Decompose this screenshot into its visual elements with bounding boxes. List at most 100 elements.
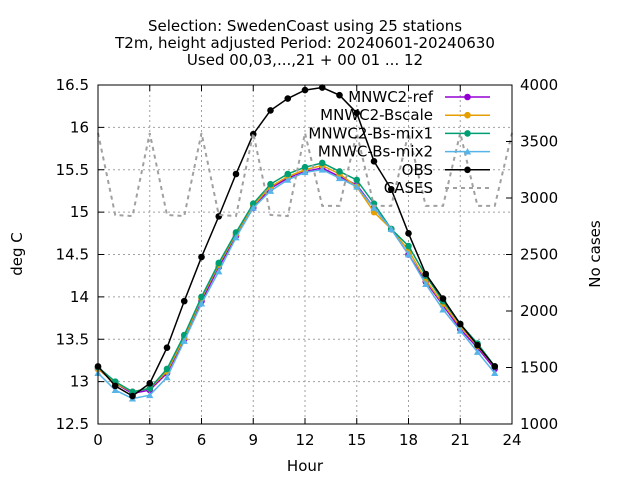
y-axis-label: deg C bbox=[8, 232, 26, 276]
data-point bbox=[473, 348, 482, 355]
legend-marker bbox=[464, 93, 471, 101]
y-tick-label: 13 bbox=[70, 373, 89, 391]
data-point bbox=[198, 253, 205, 261]
y2-tick-label: 3000 bbox=[520, 189, 558, 207]
series-line bbox=[97, 168, 496, 400]
data-point bbox=[249, 204, 257, 211]
data-point bbox=[456, 327, 464, 334]
series-obs bbox=[94, 84, 499, 400]
data-point bbox=[163, 344, 171, 352]
legend-label: CASES bbox=[384, 179, 433, 197]
legend-item: MNWC2-Bscale bbox=[320, 106, 490, 124]
legend-item: OBS bbox=[402, 161, 490, 179]
series-line bbox=[97, 164, 496, 393]
data-point bbox=[197, 300, 206, 307]
axis-ticks: 0 3 6 9 12 15 18 21 24 12.5 13 13.5 14 14.5 15 15.5 16 16… bbox=[56, 76, 559, 449]
data-point bbox=[215, 213, 223, 220]
data-point bbox=[491, 369, 499, 377]
data-point bbox=[146, 385, 154, 392]
data-point bbox=[318, 166, 326, 173]
y-tick-label: 14.5 bbox=[56, 246, 89, 264]
data-point bbox=[284, 170, 292, 178]
data-point bbox=[370, 204, 378, 211]
data-point bbox=[405, 230, 412, 237]
y-tick-label: 16 bbox=[70, 118, 89, 136]
data-point bbox=[353, 176, 361, 184]
legend-marker bbox=[464, 166, 471, 174]
data-point bbox=[267, 107, 274, 114]
legend-label: MNWC2-ref bbox=[348, 88, 433, 106]
data-point bbox=[353, 109, 361, 117]
data-point bbox=[318, 84, 326, 91]
data-point bbox=[129, 392, 136, 400]
y2-tick-label: 3500 bbox=[520, 133, 558, 151]
x-tick-label: 24 bbox=[502, 431, 521, 449]
data-point bbox=[232, 170, 240, 178]
data-point bbox=[232, 233, 240, 241]
data-point bbox=[491, 363, 499, 370]
legend-item: CASES bbox=[384, 179, 490, 197]
legend-marker bbox=[464, 111, 471, 119]
data-point bbox=[422, 280, 430, 288]
x-tick-label: 18 bbox=[399, 431, 418, 449]
data-point bbox=[146, 391, 154, 399]
data-point bbox=[180, 337, 188, 344]
data-point bbox=[111, 386, 119, 393]
legend-label: MNWC-Bs-mix2 bbox=[318, 143, 433, 161]
series-mnwc-bs-mix2 bbox=[94, 166, 499, 402]
data-point bbox=[180, 297, 188, 305]
legend-marker bbox=[463, 148, 472, 155]
series-mnwc2-bscale bbox=[94, 162, 499, 396]
data-point bbox=[439, 305, 447, 313]
data-point bbox=[163, 373, 171, 381]
data-point bbox=[387, 185, 395, 193]
y2-axis-label: No cases bbox=[586, 220, 604, 288]
data-point bbox=[318, 159, 326, 167]
y-tick-label: 15 bbox=[70, 203, 89, 221]
series-line bbox=[97, 86, 496, 397]
data-point bbox=[266, 187, 275, 194]
data-point bbox=[404, 250, 413, 258]
legend-label: OBS bbox=[402, 161, 433, 179]
chart-title: Selection: SwedenCoast using 25 stations… bbox=[114, 17, 495, 69]
y2-tick-label: 2000 bbox=[520, 302, 558, 320]
data-point bbox=[336, 91, 343, 99]
y-tick-label: 14 bbox=[70, 288, 89, 306]
x-axis-label: Hour bbox=[287, 457, 324, 475]
data-point bbox=[215, 267, 223, 275]
legend-label: MNWC2-Bscale bbox=[320, 106, 433, 124]
data-point bbox=[353, 183, 361, 190]
series-line bbox=[97, 167, 496, 395]
x-tick-label: 3 bbox=[145, 431, 155, 449]
data-point bbox=[335, 174, 344, 182]
data-point bbox=[456, 320, 464, 328]
y2-tick-label: 2500 bbox=[520, 246, 558, 264]
series-cases bbox=[97, 132, 513, 218]
data-point bbox=[163, 365, 171, 373]
data-point bbox=[439, 295, 447, 302]
data-point bbox=[370, 157, 378, 165]
y-tick-label: 13.5 bbox=[56, 330, 89, 348]
legend: MNWC2-refMNWC2-BscaleMNWC2-Bs-mix1MNWC-B… bbox=[308, 88, 490, 197]
data-point bbox=[387, 225, 395, 232]
series-line bbox=[97, 132, 513, 218]
title-line-2: T2m, height adjusted Period: 20240601-20… bbox=[114, 34, 495, 52]
legend-label: MNWC2-Bs-mix1 bbox=[308, 124, 433, 142]
legend-item: MNWC-Bs-mix2 bbox=[318, 143, 490, 161]
series-mnwc2-bs-mix1 bbox=[94, 159, 499, 396]
y-tick-label: 15.5 bbox=[56, 161, 89, 179]
data-point bbox=[249, 130, 257, 138]
series-mnwc2-ref bbox=[94, 164, 499, 397]
data-point bbox=[198, 293, 205, 301]
data-point bbox=[474, 341, 481, 349]
data-point bbox=[267, 180, 274, 188]
y2-tick-label: 1500 bbox=[520, 359, 558, 377]
x-tick-label: 9 bbox=[248, 431, 258, 449]
x-tick-label: 21 bbox=[451, 431, 470, 449]
data-point bbox=[422, 270, 430, 278]
legend-item: MNWC2-ref bbox=[348, 88, 490, 106]
x-tick-label: 15 bbox=[347, 431, 366, 449]
y2-tick-label: 4000 bbox=[520, 76, 558, 94]
data-point bbox=[284, 176, 292, 183]
